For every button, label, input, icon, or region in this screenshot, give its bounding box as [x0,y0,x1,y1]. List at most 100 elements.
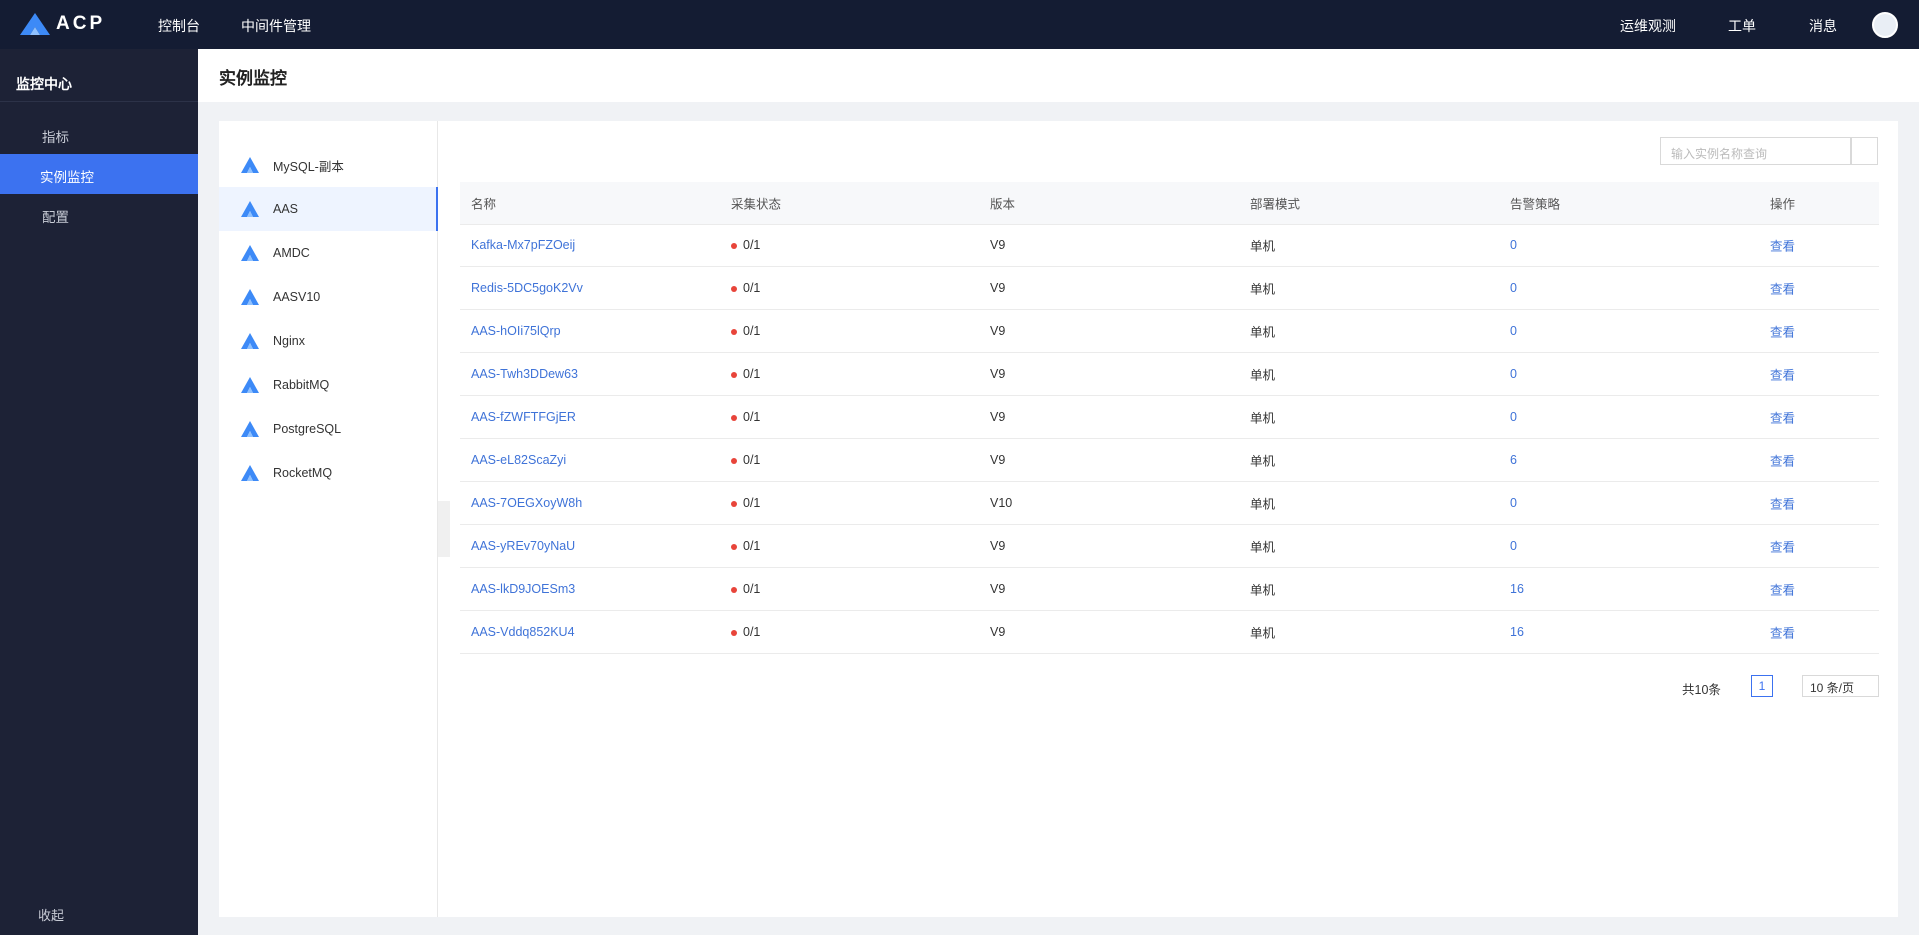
status-dot [731,414,737,421]
table-cell[interactable]: 查看 [1770,626,1796,641]
top-bar: ACP 控制台 中间件管理 运维观测 工单 消息 [0,0,1919,49]
table-cell[interactable]: 6 [1510,453,1517,467]
table-cell[interactable]: AAS-eL82ScaZyi [471,453,567,467]
type-icon [241,377,259,393]
table-cell[interactable]: 0 [1510,367,1517,381]
type-icon [241,421,259,437]
type-item[interactable]: AMDC [219,231,438,275]
row-divider [460,567,1879,568]
row-divider [460,266,1879,267]
avatar[interactable] [1872,12,1898,38]
table-header [460,182,1879,225]
table-cell[interactable]: AAS-Twh3DDew63 [471,367,578,381]
type-item[interactable]: PostgreSQL [219,407,438,451]
nav-link[interactable]: 中间件管理 [241,18,311,34]
action-link[interactable]: 工单 [1728,18,1756,34]
table-cell[interactable]: 查看 [1770,583,1796,598]
table-cell[interactable]: 0 [1510,238,1517,252]
menu-group[interactable]: 配置 [42,210,69,225]
sidebar: 监控中心 指标 实例监控 配置 收起 [0,49,198,935]
type-item[interactable]: Nginx [219,319,438,363]
table-cell: V9 [990,367,1006,381]
table-cell[interactable]: Kafka-Mx7pFZOeij [471,238,576,252]
sidebar-title: 监控中心 [16,76,72,92]
table-cell[interactable]: 0 [1510,410,1517,424]
page-header: 实例监控 [198,49,1919,102]
table-cell[interactable]: AAS-Vddq852KU4 [471,625,575,639]
table-cell: 0/1 [731,496,760,510]
table-cell[interactable]: 16 [1510,625,1524,639]
table-cell[interactable]: AAS-7OEGXoyW8h [471,496,583,510]
table-cell[interactable]: 查看 [1770,239,1796,254]
page-title: 实例监控 [219,69,287,88]
type-list: MySQL-副本 AAS AMDC AASV10 Nginx RabbitMQ Postgr… [219,121,438,917]
row-divider [460,352,1879,353]
collapse-handle[interactable] [438,501,450,557]
table-cell[interactable]: 查看 [1770,368,1796,383]
pagination-total: 共10条 [1682,683,1721,697]
row-divider [460,395,1879,396]
column-header: 操作 [1770,197,1796,212]
type-item[interactable]: RabbitMQ [219,363,438,407]
table-cell[interactable]: AAS-yREv70yNaU [471,539,576,553]
type-item[interactable]: AASV10 [219,275,438,319]
table-cell: 0/1 [731,410,760,424]
table-cell[interactable]: AAS-hOIi75lQrp [471,324,561,338]
table-cell[interactable]: AAS-lkD9JOESm3 [471,582,576,596]
row-divider [460,653,1879,654]
table-cell: V9 [990,539,1006,553]
row-divider [460,438,1879,439]
table-cell[interactable]: 0 [1510,281,1517,295]
table-cell: 0/1 [731,453,760,467]
table-cell[interactable]: 查看 [1770,497,1796,512]
column-header: 版本 [990,197,1016,212]
table-cell[interactable]: 0 [1510,496,1517,510]
table-cell[interactable]: 查看 [1770,454,1796,469]
table-cell[interactable]: 查看 [1770,540,1796,555]
row-divider [460,524,1879,525]
action-link[interactable]: 运维观测 [1620,18,1676,34]
type-item[interactable]: MySQL-副本 [219,143,438,187]
menu-item[interactable]: 实例监控 [40,170,94,185]
table-cell: 单机 [1250,626,1276,641]
status-dot [731,328,737,335]
search-input[interactable]: 输入实例名称查询 [1660,137,1851,165]
content-panel: MySQL-副本 AAS AMDC AASV10 Nginx RabbitMQ Postgr… [219,121,1898,917]
page-size[interactable]: 10 条/页 [1802,675,1879,697]
column-header: 部署模式 [1250,197,1301,212]
page-number[interactable]: 1 [1751,675,1773,697]
table-cell: 0/1 [731,367,760,381]
table-cell[interactable]: 查看 [1770,282,1796,297]
table-cell: 单机 [1250,583,1276,598]
table-cell[interactable]: 0 [1510,539,1517,553]
table-cell: 0/1 [731,281,760,295]
table-cell[interactable]: 查看 [1770,411,1796,426]
table-cell: 单机 [1250,368,1276,383]
status-dot [731,629,737,636]
table-cell: V9 [990,281,1006,295]
search-button[interactable] [1851,137,1878,165]
logo: ACP [56,13,106,34]
action-link[interactable]: 消息 [1809,18,1837,34]
nav-link[interactable]: 控制台 [158,18,200,34]
status-dot [731,500,737,507]
status-dot [731,543,737,550]
table-cell[interactable]: 查看 [1770,325,1796,340]
type-icon [241,201,259,217]
table-cell: 单机 [1250,282,1276,297]
table-cell: 单机 [1250,325,1276,340]
column-header: 采集状态 [731,197,782,212]
table-cell: 单机 [1250,239,1276,254]
menu-group[interactable]: 指标 [42,130,69,145]
table-cell[interactable]: AAS-fZWFTFGjER [471,410,576,424]
table-cell[interactable]: Redis-5DC5goK2Vv [471,281,583,295]
table-cell[interactable]: 16 [1510,582,1524,596]
table-cell: 单机 [1250,454,1276,469]
type-item[interactable]: RocketMQ [219,451,438,495]
type-item[interactable]: AAS [219,187,438,231]
table-cell: 0/1 [731,238,760,252]
table-cell: 0/1 [731,324,760,338]
collapse-button[interactable]: 收起 [38,908,65,923]
table-cell[interactable]: 0 [1510,324,1517,338]
